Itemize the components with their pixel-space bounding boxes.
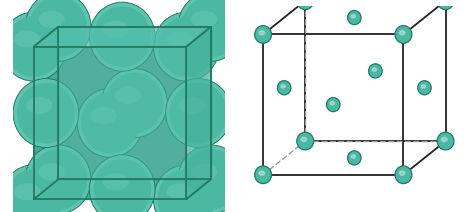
- Ellipse shape: [191, 163, 218, 180]
- Ellipse shape: [259, 31, 264, 35]
- Polygon shape: [58, 27, 211, 179]
- Ellipse shape: [25, 145, 91, 212]
- Ellipse shape: [330, 102, 335, 105]
- Ellipse shape: [178, 0, 244, 61]
- Polygon shape: [34, 27, 58, 199]
- Ellipse shape: [281, 85, 285, 88]
- Ellipse shape: [301, 0, 307, 1]
- Ellipse shape: [77, 88, 143, 158]
- Ellipse shape: [157, 169, 215, 212]
- Polygon shape: [34, 47, 186, 199]
- Ellipse shape: [13, 78, 79, 148]
- Ellipse shape: [255, 26, 272, 43]
- Ellipse shape: [25, 0, 91, 61]
- Ellipse shape: [259, 171, 264, 175]
- Ellipse shape: [154, 165, 219, 212]
- Ellipse shape: [90, 155, 155, 212]
- Ellipse shape: [5, 169, 63, 212]
- Ellipse shape: [395, 26, 412, 43]
- Ellipse shape: [351, 15, 356, 18]
- Ellipse shape: [372, 68, 376, 71]
- Ellipse shape: [102, 173, 129, 190]
- Ellipse shape: [38, 11, 64, 28]
- Ellipse shape: [191, 11, 218, 28]
- Ellipse shape: [14, 183, 40, 200]
- Ellipse shape: [93, 159, 151, 212]
- Ellipse shape: [179, 97, 205, 114]
- Ellipse shape: [81, 93, 139, 153]
- Ellipse shape: [5, 16, 63, 77]
- Ellipse shape: [437, 132, 454, 150]
- Ellipse shape: [166, 78, 231, 148]
- Ellipse shape: [14, 31, 40, 48]
- Ellipse shape: [182, 149, 240, 210]
- Ellipse shape: [400, 31, 405, 35]
- Ellipse shape: [91, 107, 117, 124]
- Ellipse shape: [167, 183, 193, 200]
- Ellipse shape: [400, 171, 405, 175]
- Ellipse shape: [347, 11, 361, 25]
- Polygon shape: [34, 179, 211, 199]
- Ellipse shape: [29, 0, 87, 57]
- Ellipse shape: [442, 0, 447, 1]
- Ellipse shape: [437, 0, 454, 10]
- Ellipse shape: [115, 87, 141, 104]
- Ellipse shape: [301, 137, 307, 141]
- Ellipse shape: [395, 166, 412, 184]
- Ellipse shape: [442, 137, 447, 141]
- Polygon shape: [34, 27, 211, 47]
- Ellipse shape: [101, 69, 167, 138]
- Ellipse shape: [102, 21, 129, 38]
- Ellipse shape: [93, 6, 151, 67]
- Ellipse shape: [369, 64, 382, 78]
- Ellipse shape: [255, 166, 272, 184]
- Ellipse shape: [178, 145, 244, 212]
- Ellipse shape: [29, 149, 87, 210]
- Ellipse shape: [17, 83, 75, 143]
- Ellipse shape: [1, 165, 66, 212]
- Ellipse shape: [418, 81, 431, 95]
- Ellipse shape: [182, 0, 240, 57]
- Ellipse shape: [106, 73, 164, 134]
- Ellipse shape: [327, 98, 340, 112]
- Ellipse shape: [157, 16, 215, 77]
- Ellipse shape: [38, 163, 64, 180]
- Polygon shape: [186, 27, 211, 199]
- Ellipse shape: [351, 155, 356, 158]
- Ellipse shape: [26, 97, 53, 114]
- Ellipse shape: [297, 0, 314, 10]
- Ellipse shape: [297, 132, 314, 150]
- Ellipse shape: [170, 83, 228, 143]
- Ellipse shape: [1, 12, 66, 81]
- Ellipse shape: [90, 2, 155, 71]
- Ellipse shape: [167, 31, 193, 48]
- Ellipse shape: [277, 81, 291, 95]
- Ellipse shape: [154, 12, 219, 81]
- Ellipse shape: [347, 151, 361, 165]
- Ellipse shape: [421, 85, 426, 88]
